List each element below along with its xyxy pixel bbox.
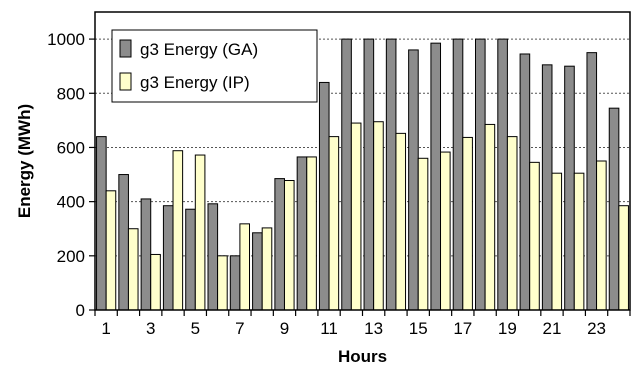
bar-ga-hour-10: [296, 156, 308, 311]
legend-swatch-ip: [119, 72, 132, 91]
x-tick-label: 23: [587, 319, 606, 338]
bar-ip-hour-4: [172, 150, 184, 311]
bar-ip-hour-2: [127, 228, 139, 311]
legend-box: [111, 29, 318, 103]
bar-ga-hour-18: [475, 38, 486, 311]
bar-ga-hour-5: [185, 208, 196, 311]
bar-ip-hour-19: [506, 136, 518, 311]
bar-ga-hour-22: [564, 65, 575, 311]
bar-ip-hour-20: [529, 161, 540, 311]
bar-ip-hour-14: [395, 132, 407, 311]
bar-ga-hour-6: [207, 203, 219, 311]
bar-ga-hour-24: [608, 107, 620, 311]
x-tick-label: 9: [280, 319, 289, 338]
bar-ip-hour-17: [462, 136, 473, 311]
bar-ip-hour-10: [306, 156, 317, 311]
bar-ip-hour-18: [484, 123, 496, 311]
bar-ga-hour-4: [162, 205, 174, 311]
x-tick-label: 17: [453, 319, 472, 338]
bar-ga-hour-17: [452, 38, 464, 311]
bar-ga-hour-14: [385, 38, 397, 311]
bar-ga-hour-15: [408, 49, 419, 311]
legend-label-ga: g3 Energy (GA): [140, 40, 258, 59]
legend-swatch-ga: [119, 39, 132, 58]
bar-ip-hour-1: [105, 190, 117, 311]
bar-ip-hour-23: [596, 160, 607, 311]
bars: [96, 38, 629, 311]
x-tick-label: 7: [235, 319, 244, 338]
bar-ga-hour-7: [229, 255, 241, 311]
x-tick-label: 13: [364, 319, 383, 338]
bar-ga-hour-21: [541, 64, 553, 311]
x-tick-label: 19: [498, 319, 517, 338]
bar-ip-hour-13: [373, 121, 384, 311]
y-tick-label: 200: [57, 247, 85, 266]
y-axis-title: Energy (MWh): [15, 104, 34, 218]
bar-ga-hour-1: [96, 136, 107, 311]
bar-ip-hour-3: [150, 253, 161, 311]
x-tick-label: 3: [146, 319, 155, 338]
x-tick-label: 21: [543, 319, 562, 338]
bar-ip-hour-16: [440, 151, 451, 311]
bar-ga-hour-11: [318, 81, 330, 311]
bar-ip-hour-24: [618, 205, 629, 311]
bar-ga-hour-2: [118, 174, 129, 311]
bar-ga-hour-12: [341, 38, 352, 311]
bar-ga-hour-20: [519, 53, 531, 311]
bar-ip-hour-21: [551, 172, 563, 311]
x-axis-title: Hours: [338, 347, 387, 366]
legend-label-ip: g3 Energy (IP): [140, 73, 250, 92]
x-tick-label: 11: [320, 319, 338, 338]
y-tick-label: 400: [57, 193, 85, 212]
bar-ip-hour-15: [417, 157, 429, 311]
bar-ga-hour-16: [430, 42, 442, 311]
y-tick-label: 0: [76, 301, 85, 320]
x-tick-label: 15: [409, 319, 428, 338]
bar-ga-hour-13: [363, 38, 375, 311]
x-tick-label: 5: [191, 319, 200, 338]
x-tick-label: 1: [101, 319, 110, 338]
bar-ga-hour-8: [252, 232, 263, 311]
bar-ga-hour-9: [274, 178, 285, 311]
bar-ip-hour-7: [239, 223, 250, 311]
bar-ga-hour-3: [140, 198, 152, 311]
bar-ip-hour-9: [283, 180, 295, 311]
bar-ip-hour-22: [573, 172, 585, 311]
y-tick-label: 1000: [47, 30, 85, 49]
bar-ip-hour-11: [328, 136, 340, 311]
y-tick-label: 800: [57, 84, 85, 103]
y-tick-label: 600: [57, 138, 85, 157]
bar-ip-hour-6: [217, 255, 228, 311]
bar-ga-hour-19: [497, 38, 508, 311]
legend: g3 Energy (GA) g3 Energy (IP): [111, 29, 318, 103]
bar-ip-hour-8: [261, 227, 273, 311]
bar-ip-hour-5: [194, 154, 206, 311]
bar-ga-hour-23: [586, 52, 598, 311]
bar-ip-hour-12: [350, 122, 362, 311]
